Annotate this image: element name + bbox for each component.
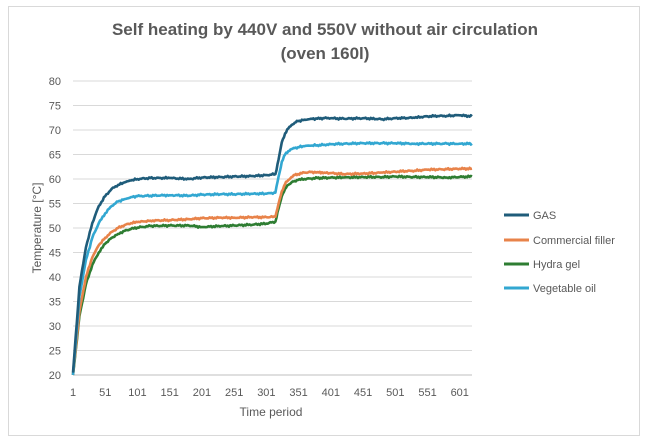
y-tick-label: 70: [49, 125, 61, 137]
x-tick-label: 551: [418, 387, 436, 399]
legend-entry: Hydra gel: [533, 259, 580, 271]
y-tick-label: 50: [49, 223, 61, 235]
chart-frame: [8, 6, 640, 436]
x-tick-label: 201: [193, 387, 211, 399]
x-tick-label: 51: [99, 387, 111, 399]
y-axis-ticks: 20 25 30 35 40 45 50 55 60 65 70 75 80: [49, 76, 61, 382]
x-tick-label: 101: [128, 387, 146, 399]
y-axis-label: Temperature [°C]: [30, 183, 44, 274]
series-line-gas: [71, 113, 473, 373]
chart-subtitle: (oven 160l): [280, 44, 370, 63]
x-tick-label: 601: [451, 387, 469, 399]
x-tick-label: 151: [161, 387, 179, 399]
y-tick-label: 55: [49, 199, 61, 211]
y-tick-label: 80: [49, 76, 61, 88]
series-lines: [71, 113, 473, 376]
x-tick-label: 1: [70, 387, 76, 399]
series-line-vegetable-oil: [71, 141, 473, 376]
series-line-commercial-filler: [71, 166, 473, 376]
y-tick-label: 40: [49, 272, 61, 284]
y-tick-label: 20: [49, 370, 61, 382]
y-tick-label: 30: [49, 321, 61, 333]
legend-entry: Commercial filler: [533, 235, 615, 247]
x-tick-label: 451: [354, 387, 372, 399]
x-axis-ticks: 1 51 101 151 201 251 301 351 401 451 501 551 601: [70, 387, 469, 399]
x-tick-label: 501: [386, 387, 404, 399]
x-tick-label: 251: [225, 387, 243, 399]
y-tick-label: 35: [49, 297, 61, 309]
y-tick-label: 75: [49, 101, 61, 113]
x-tick-label: 301: [257, 387, 275, 399]
chart-title: Self heating by 440V and 550V without ai…: [111, 20, 539, 39]
x-axis-label: Time period: [240, 405, 303, 419]
legend-entry: Vegetable oil: [533, 283, 596, 295]
series-line-hydra-gel: [71, 174, 473, 376]
x-tick-label: 351: [289, 387, 307, 399]
y-tick-label: 65: [49, 150, 61, 162]
y-tick-label: 45: [49, 248, 61, 260]
y-tick-label: 25: [49, 346, 61, 358]
legend: GAS Commercial filler Hydra gel Vegetable o…: [504, 210, 615, 295]
y-tick-label: 60: [49, 174, 61, 186]
x-tick-label: 401: [322, 387, 340, 399]
legend-entry: GAS: [533, 210, 556, 222]
